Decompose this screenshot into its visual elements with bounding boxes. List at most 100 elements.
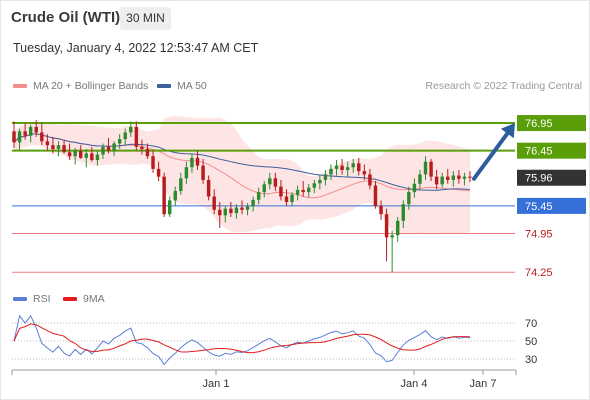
candle-body (440, 176, 444, 185)
candle (301, 181, 305, 197)
candle (45, 134, 50, 151)
price-legend-ma20: MA 20 + Bollinger Bands (13, 80, 148, 92)
candle-body (407, 192, 411, 205)
candle (451, 171, 456, 187)
candle (123, 128, 127, 146)
candle (229, 202, 233, 217)
candle (67, 143, 72, 161)
rsi-swatch (13, 297, 27, 302)
rsi-9ma-line (13, 323, 471, 354)
candle-body (45, 141, 50, 146)
candle (307, 183, 311, 198)
candle-body (101, 146, 105, 155)
candle (368, 168, 372, 190)
candle-body (312, 183, 317, 188)
candle-body (256, 192, 261, 200)
candle (407, 186, 411, 210)
candle-body (451, 175, 456, 180)
level-lines-layer (12, 122, 515, 273)
moving-average-layer (13, 133, 471, 199)
candle (23, 123, 27, 140)
candle-body (345, 167, 350, 170)
candle (373, 181, 378, 209)
candle-body (273, 178, 278, 187)
level-label-74.25: 74.25 (525, 267, 553, 279)
candle (129, 121, 133, 137)
candle-body (462, 176, 467, 179)
candle-body (395, 220, 400, 236)
ma20-legend-label: MA 20 + Bollinger Bands (33, 80, 149, 92)
candle (140, 139, 144, 155)
level-label-75.45: 75.45 (525, 201, 553, 213)
candle-body (234, 207, 239, 214)
candle-body (357, 163, 361, 172)
candle (101, 143, 105, 159)
candle (245, 203, 250, 216)
candle (351, 158, 355, 173)
price-legend-ma50: MA 50 (157, 80, 207, 92)
candle-body (323, 174, 328, 180)
candle (95, 150, 100, 166)
candle (446, 168, 450, 184)
rsi-legend-label: RSI (33, 293, 51, 305)
candle-body (284, 196, 289, 203)
candle-body (457, 175, 461, 179)
candle-body (179, 178, 183, 191)
chart-datetime: Tuesday, January 4, 2022 12:53:47 AM CET (13, 41, 259, 55)
candle (84, 149, 89, 168)
candle-body (106, 146, 111, 151)
candle (167, 196, 172, 217)
candle-body (290, 194, 294, 203)
candle (112, 141, 116, 157)
candle-body (212, 196, 216, 210)
candle (179, 172, 183, 195)
candle (12, 121, 16, 148)
rsi-line (13, 314, 471, 366)
rsi-tick-30: 30 (525, 354, 537, 366)
indicator-legend-rsi: RSI (13, 293, 51, 305)
candle-body (318, 179, 322, 184)
candle (40, 123, 44, 146)
candle-body (412, 183, 417, 193)
candle-body (167, 200, 172, 215)
candle-body (67, 152, 72, 157)
candle-body (329, 168, 333, 175)
candle-body (379, 205, 383, 215)
candle-body (84, 153, 89, 158)
candle (284, 189, 289, 206)
candle (28, 124, 33, 143)
candle (223, 205, 228, 223)
candle (412, 178, 417, 198)
candle-body (218, 209, 222, 216)
candle (323, 170, 328, 186)
timeframe-badge[interactable]: 30 MIN (120, 7, 171, 30)
instrument-title: Crude Oil (WTI) (11, 9, 121, 26)
time-axis: Jan 1 Jan 4 Jan 7 (11, 369, 517, 390)
ma50-swatch (157, 84, 171, 89)
candle (468, 171, 472, 183)
ma20-swatch (13, 84, 27, 89)
candle-body (90, 153, 94, 161)
candle-body (307, 187, 311, 193)
ma9-legend-label: 9MA (83, 293, 105, 305)
candle (117, 134, 122, 150)
research-credit: Research © 2022 Trading Central (425, 80, 582, 92)
candle (262, 181, 266, 198)
candle (90, 146, 94, 162)
candle (295, 185, 300, 201)
candle (190, 153, 194, 173)
candle (273, 172, 278, 191)
candle-body (368, 174, 372, 186)
candle (434, 170, 439, 190)
candle (62, 139, 66, 154)
candle-body (140, 146, 144, 150)
candle (390, 230, 394, 273)
candle (212, 189, 216, 215)
candle (106, 137, 111, 154)
candle-body (334, 165, 339, 169)
candle-body (190, 157, 194, 168)
candle (218, 202, 222, 228)
indicator-legend-9ma: 9MA (63, 293, 105, 305)
candle (162, 172, 166, 217)
candle (318, 175, 322, 190)
